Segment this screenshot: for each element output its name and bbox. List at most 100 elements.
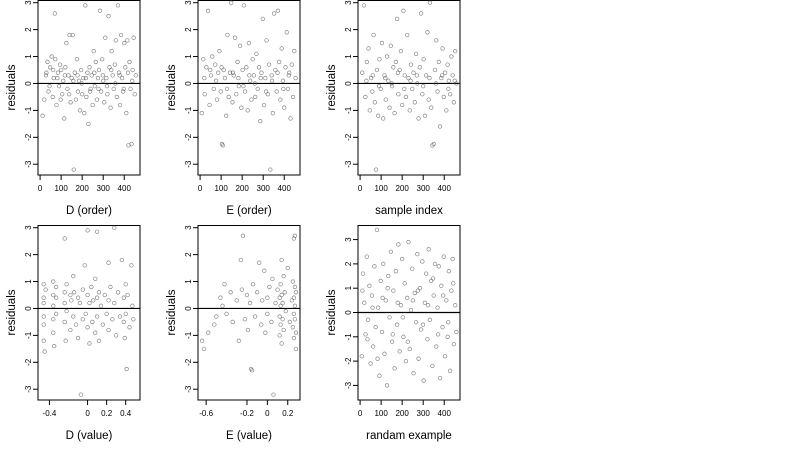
data-point xyxy=(111,86,116,91)
data-point xyxy=(89,284,94,290)
data-point xyxy=(426,97,431,102)
data-point xyxy=(431,141,436,147)
data-point xyxy=(220,303,225,308)
x-tick-label: 300 xyxy=(257,184,271,193)
x-tick-label: 400 xyxy=(438,184,452,193)
data-point xyxy=(94,295,100,300)
data-point xyxy=(94,229,100,234)
x-tick-label: 200 xyxy=(395,184,409,193)
y-tick-label: 2 xyxy=(344,27,353,32)
data-point xyxy=(121,295,126,300)
data-point xyxy=(374,227,380,233)
data-point xyxy=(423,271,429,276)
x-tick-label: 300 xyxy=(417,409,431,418)
data-point xyxy=(82,110,87,116)
data-point xyxy=(80,92,85,97)
data-point xyxy=(66,73,71,78)
data-point xyxy=(94,314,100,319)
data-point xyxy=(292,303,298,308)
data-point xyxy=(207,102,212,108)
data-point xyxy=(74,57,80,62)
data-point xyxy=(87,300,92,306)
data-point xyxy=(421,84,426,89)
data-point xyxy=(435,332,441,337)
data-point xyxy=(211,86,216,91)
x-tick-label: 0 xyxy=(85,409,90,418)
data-point xyxy=(416,116,421,121)
data-point xyxy=(242,89,248,94)
data-point xyxy=(430,363,435,369)
data-point xyxy=(408,78,413,83)
plot-frame xyxy=(197,225,301,401)
data-point xyxy=(259,322,264,327)
data-point xyxy=(446,78,452,83)
data-point xyxy=(402,73,407,78)
data-point xyxy=(53,311,59,316)
data-point xyxy=(417,65,422,70)
data-point xyxy=(128,86,133,91)
y-tick-label: -1 xyxy=(344,333,353,341)
data-point xyxy=(104,84,110,89)
data-point xyxy=(219,65,224,70)
data-point xyxy=(210,54,215,59)
data-point xyxy=(250,282,256,287)
data-point xyxy=(247,73,252,78)
data-point xyxy=(92,70,97,75)
y-tick-label: -1 xyxy=(344,106,353,114)
data-point xyxy=(108,284,113,290)
data-point xyxy=(375,356,380,361)
data-point xyxy=(384,383,390,388)
data-point xyxy=(81,75,86,81)
y-tick-label: 0 xyxy=(184,81,193,86)
data-point xyxy=(453,303,458,308)
plot-frame xyxy=(197,0,301,176)
x-tick-label: -0.6 xyxy=(199,409,213,418)
data-point xyxy=(230,70,236,75)
data-point xyxy=(263,75,268,81)
data-point xyxy=(65,86,70,91)
data-point xyxy=(249,368,255,373)
data-point xyxy=(384,54,390,59)
data-point xyxy=(222,75,228,81)
data-point xyxy=(85,325,90,330)
data-point xyxy=(63,338,68,343)
data-point xyxy=(125,70,131,75)
x-tick-label: 0 xyxy=(358,409,363,418)
data-point xyxy=(104,75,109,81)
data-point xyxy=(131,317,136,322)
data-point xyxy=(427,75,432,81)
data-point xyxy=(214,314,219,319)
data-point xyxy=(57,62,63,67)
data-point xyxy=(99,57,105,62)
data-point xyxy=(370,89,375,94)
data-point xyxy=(427,0,433,5)
data-point xyxy=(386,78,391,83)
data-point xyxy=(395,70,401,75)
data-point xyxy=(41,322,46,327)
data-point xyxy=(396,242,401,247)
data-point xyxy=(391,65,396,70)
data-point xyxy=(79,81,84,86)
data-point xyxy=(102,100,107,105)
data-point xyxy=(395,300,400,305)
data-point xyxy=(360,70,365,75)
y-tick-label: 2 xyxy=(24,27,33,32)
data-point xyxy=(241,3,246,8)
data-point xyxy=(115,290,121,295)
data-point xyxy=(370,305,375,310)
data-point xyxy=(292,284,298,290)
data-point xyxy=(421,57,426,62)
x-tick-label: 100 xyxy=(214,184,228,193)
data-point xyxy=(216,70,221,75)
data-point xyxy=(380,295,385,301)
data-point xyxy=(432,261,438,267)
data-point xyxy=(439,283,444,288)
data-point xyxy=(271,392,276,397)
data-point xyxy=(77,108,83,113)
y-tick-label: 1 xyxy=(344,285,353,290)
data-point xyxy=(277,314,282,319)
data-point xyxy=(379,329,385,335)
data-point xyxy=(110,73,115,78)
data-point xyxy=(261,102,267,108)
data-point xyxy=(58,67,64,73)
